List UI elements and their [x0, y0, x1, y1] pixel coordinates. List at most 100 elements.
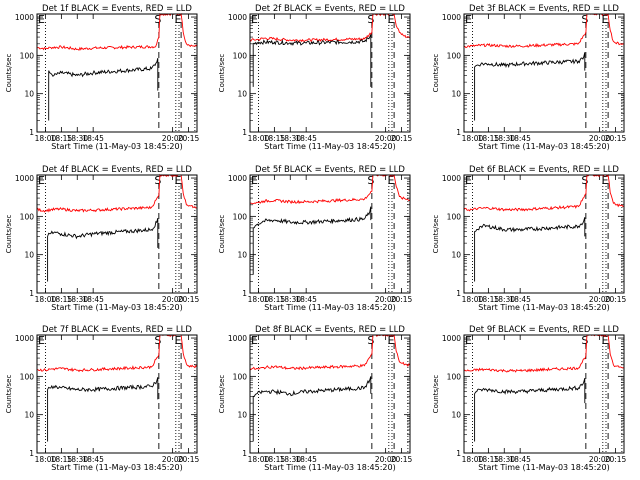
- series-lld-line: [36, 173, 198, 213]
- x-tick-label: 18:45: [509, 134, 531, 143]
- y-tick-label: 10: [24, 411, 34, 420]
- x-tick-label: 18:15: [51, 295, 73, 304]
- panel-title: Det 4f BLACK = Events, RED = LLD: [42, 165, 192, 175]
- x-axis-label: Start Time (11-May-03 18:45:20): [478, 142, 609, 151]
- y-tick-label: 100: [447, 212, 462, 221]
- x-tick-label: 18:00: [462, 295, 484, 304]
- y-tick-label: 1: [242, 289, 247, 298]
- marker-label: S: [154, 174, 161, 187]
- panel-5: Det 5f BLACK = Events, RED = LLD Start Ti…: [218, 165, 413, 312]
- y-tick-label: 1: [242, 449, 247, 458]
- marker-label: S: [367, 334, 374, 347]
- x-tick-label: 20:15: [391, 455, 413, 464]
- panel-title: Det 1f BLACK = Events, RED = LLD: [42, 4, 192, 14]
- marker-label: E: [251, 174, 258, 187]
- x-tick-label: 20:15: [605, 295, 627, 304]
- marker-label: S: [154, 13, 161, 26]
- marker-label: E: [175, 334, 182, 347]
- panel-1: Det 1f BLACK = Events, RED = LLD Start Ti…: [5, 4, 200, 151]
- marker-label: E: [602, 13, 609, 26]
- x-tick-label: 18:30: [493, 134, 515, 143]
- x-axis-label: Start Time (11-May-03 18:45:20): [51, 142, 182, 151]
- series-events-line: [474, 377, 586, 442]
- x-tick-label: 20:15: [178, 134, 200, 143]
- marker-label: E: [465, 13, 472, 26]
- panel-9: Det 9f BLACK = Events, RED = LLD Start Ti…: [432, 325, 627, 472]
- x-tick-label: 18:30: [66, 295, 88, 304]
- series-lld-line: [463, 173, 625, 212]
- y-tick-label: 100: [447, 372, 462, 381]
- y-tick-label: 1000: [228, 174, 247, 183]
- y-tick-label: 1000: [15, 334, 34, 343]
- x-tick-label: 18:30: [279, 455, 301, 464]
- x-tick-label: 18:15: [264, 295, 286, 304]
- panel-8: Det 8f BLACK = Events, RED = LLD Start Ti…: [218, 325, 413, 472]
- series-events-line: [47, 377, 159, 442]
- x-tick-label: 20:00: [589, 134, 611, 143]
- marker-label: E: [175, 13, 182, 26]
- plot-frame: [463, 174, 625, 294]
- x-tick-label: 18:30: [279, 295, 301, 304]
- panel-7: Det 7f BLACK = Events, RED = LLD Start Ti…: [5, 325, 200, 472]
- series-events-line: [48, 57, 159, 121]
- y-tick-label: 1: [29, 449, 34, 458]
- y-tick-label: 100: [20, 51, 35, 60]
- x-tick-label: 18:45: [82, 295, 104, 304]
- y-tick-label: 100: [447, 51, 462, 60]
- x-axis-label: Start Time (11-May-03 18:45:20): [264, 142, 395, 151]
- x-tick-label: 20:15: [178, 295, 200, 304]
- x-tick-label: 18:30: [66, 134, 88, 143]
- marker-label: E: [38, 334, 45, 347]
- y-tick-label: 10: [24, 251, 34, 260]
- marker-label: E: [175, 174, 182, 187]
- y-tick-label: 10: [237, 251, 247, 260]
- series-events-line: [474, 217, 586, 282]
- panel-6: Det 6f BLACK = Events, RED = LLD Start Ti…: [432, 165, 627, 312]
- y-tick-label: 10: [237, 411, 247, 420]
- marker-label: S: [367, 174, 374, 187]
- x-axis-label: Start Time (11-May-03 18:45:20): [478, 463, 609, 472]
- x-axis-label: Start Time (11-May-03 18:45:20): [264, 463, 395, 472]
- y-tick-label: 100: [233, 372, 248, 381]
- x-tick-label: 20:00: [375, 134, 397, 143]
- series-lld-line: [249, 334, 411, 371]
- y-axis-label: Counts/sec: [218, 375, 226, 414]
- panel-title: Det 7f BLACK = Events, RED = LLD: [42, 325, 192, 335]
- x-tick-label: 18:00: [35, 134, 57, 143]
- y-tick-label: 10: [451, 251, 461, 260]
- y-axis-label: Counts/sec: [5, 215, 13, 254]
- y-tick-label: 1000: [228, 334, 247, 343]
- marker-label: E: [38, 13, 45, 26]
- y-tick-label: 1: [456, 128, 461, 137]
- x-tick-label: 18:15: [478, 455, 500, 464]
- x-tick-label: 18:15: [478, 295, 500, 304]
- marker-label: E: [388, 13, 395, 26]
- y-tick-label: 1000: [15, 174, 34, 183]
- x-tick-label: 18:45: [295, 134, 317, 143]
- y-axis-label: Counts/sec: [5, 54, 13, 93]
- marker-label: E: [465, 174, 472, 187]
- marker-label: S: [154, 334, 161, 347]
- x-tick-label: 18:15: [51, 455, 73, 464]
- marker-label: E: [388, 334, 395, 347]
- series-lld-line: [36, 13, 198, 51]
- series-events-line: [47, 217, 159, 282]
- y-tick-label: 10: [237, 90, 247, 99]
- y-axis-label: Counts/sec: [218, 215, 226, 254]
- y-tick-label: 1000: [442, 174, 461, 183]
- marker-label: E: [388, 174, 395, 187]
- x-tick-label: 20:00: [375, 455, 397, 464]
- x-tick-label: 20:15: [605, 134, 627, 143]
- marker-label: S: [367, 13, 374, 26]
- x-tick-label: 18:45: [509, 455, 531, 464]
- x-tick-label: 18:00: [462, 455, 484, 464]
- y-tick-label: 1: [456, 289, 461, 298]
- panel-2: Det 2f BLACK = Events, RED = LLD Start Ti…: [218, 4, 413, 151]
- y-axis-label: Counts/sec: [5, 375, 13, 414]
- marker-label: E: [602, 174, 609, 187]
- x-tick-label: 20:15: [605, 455, 627, 464]
- panel-title: Det 6f BLACK = Events, RED = LLD: [469, 165, 619, 175]
- x-tick-label: 18:15: [264, 134, 286, 143]
- x-tick-label: 18:45: [82, 134, 104, 143]
